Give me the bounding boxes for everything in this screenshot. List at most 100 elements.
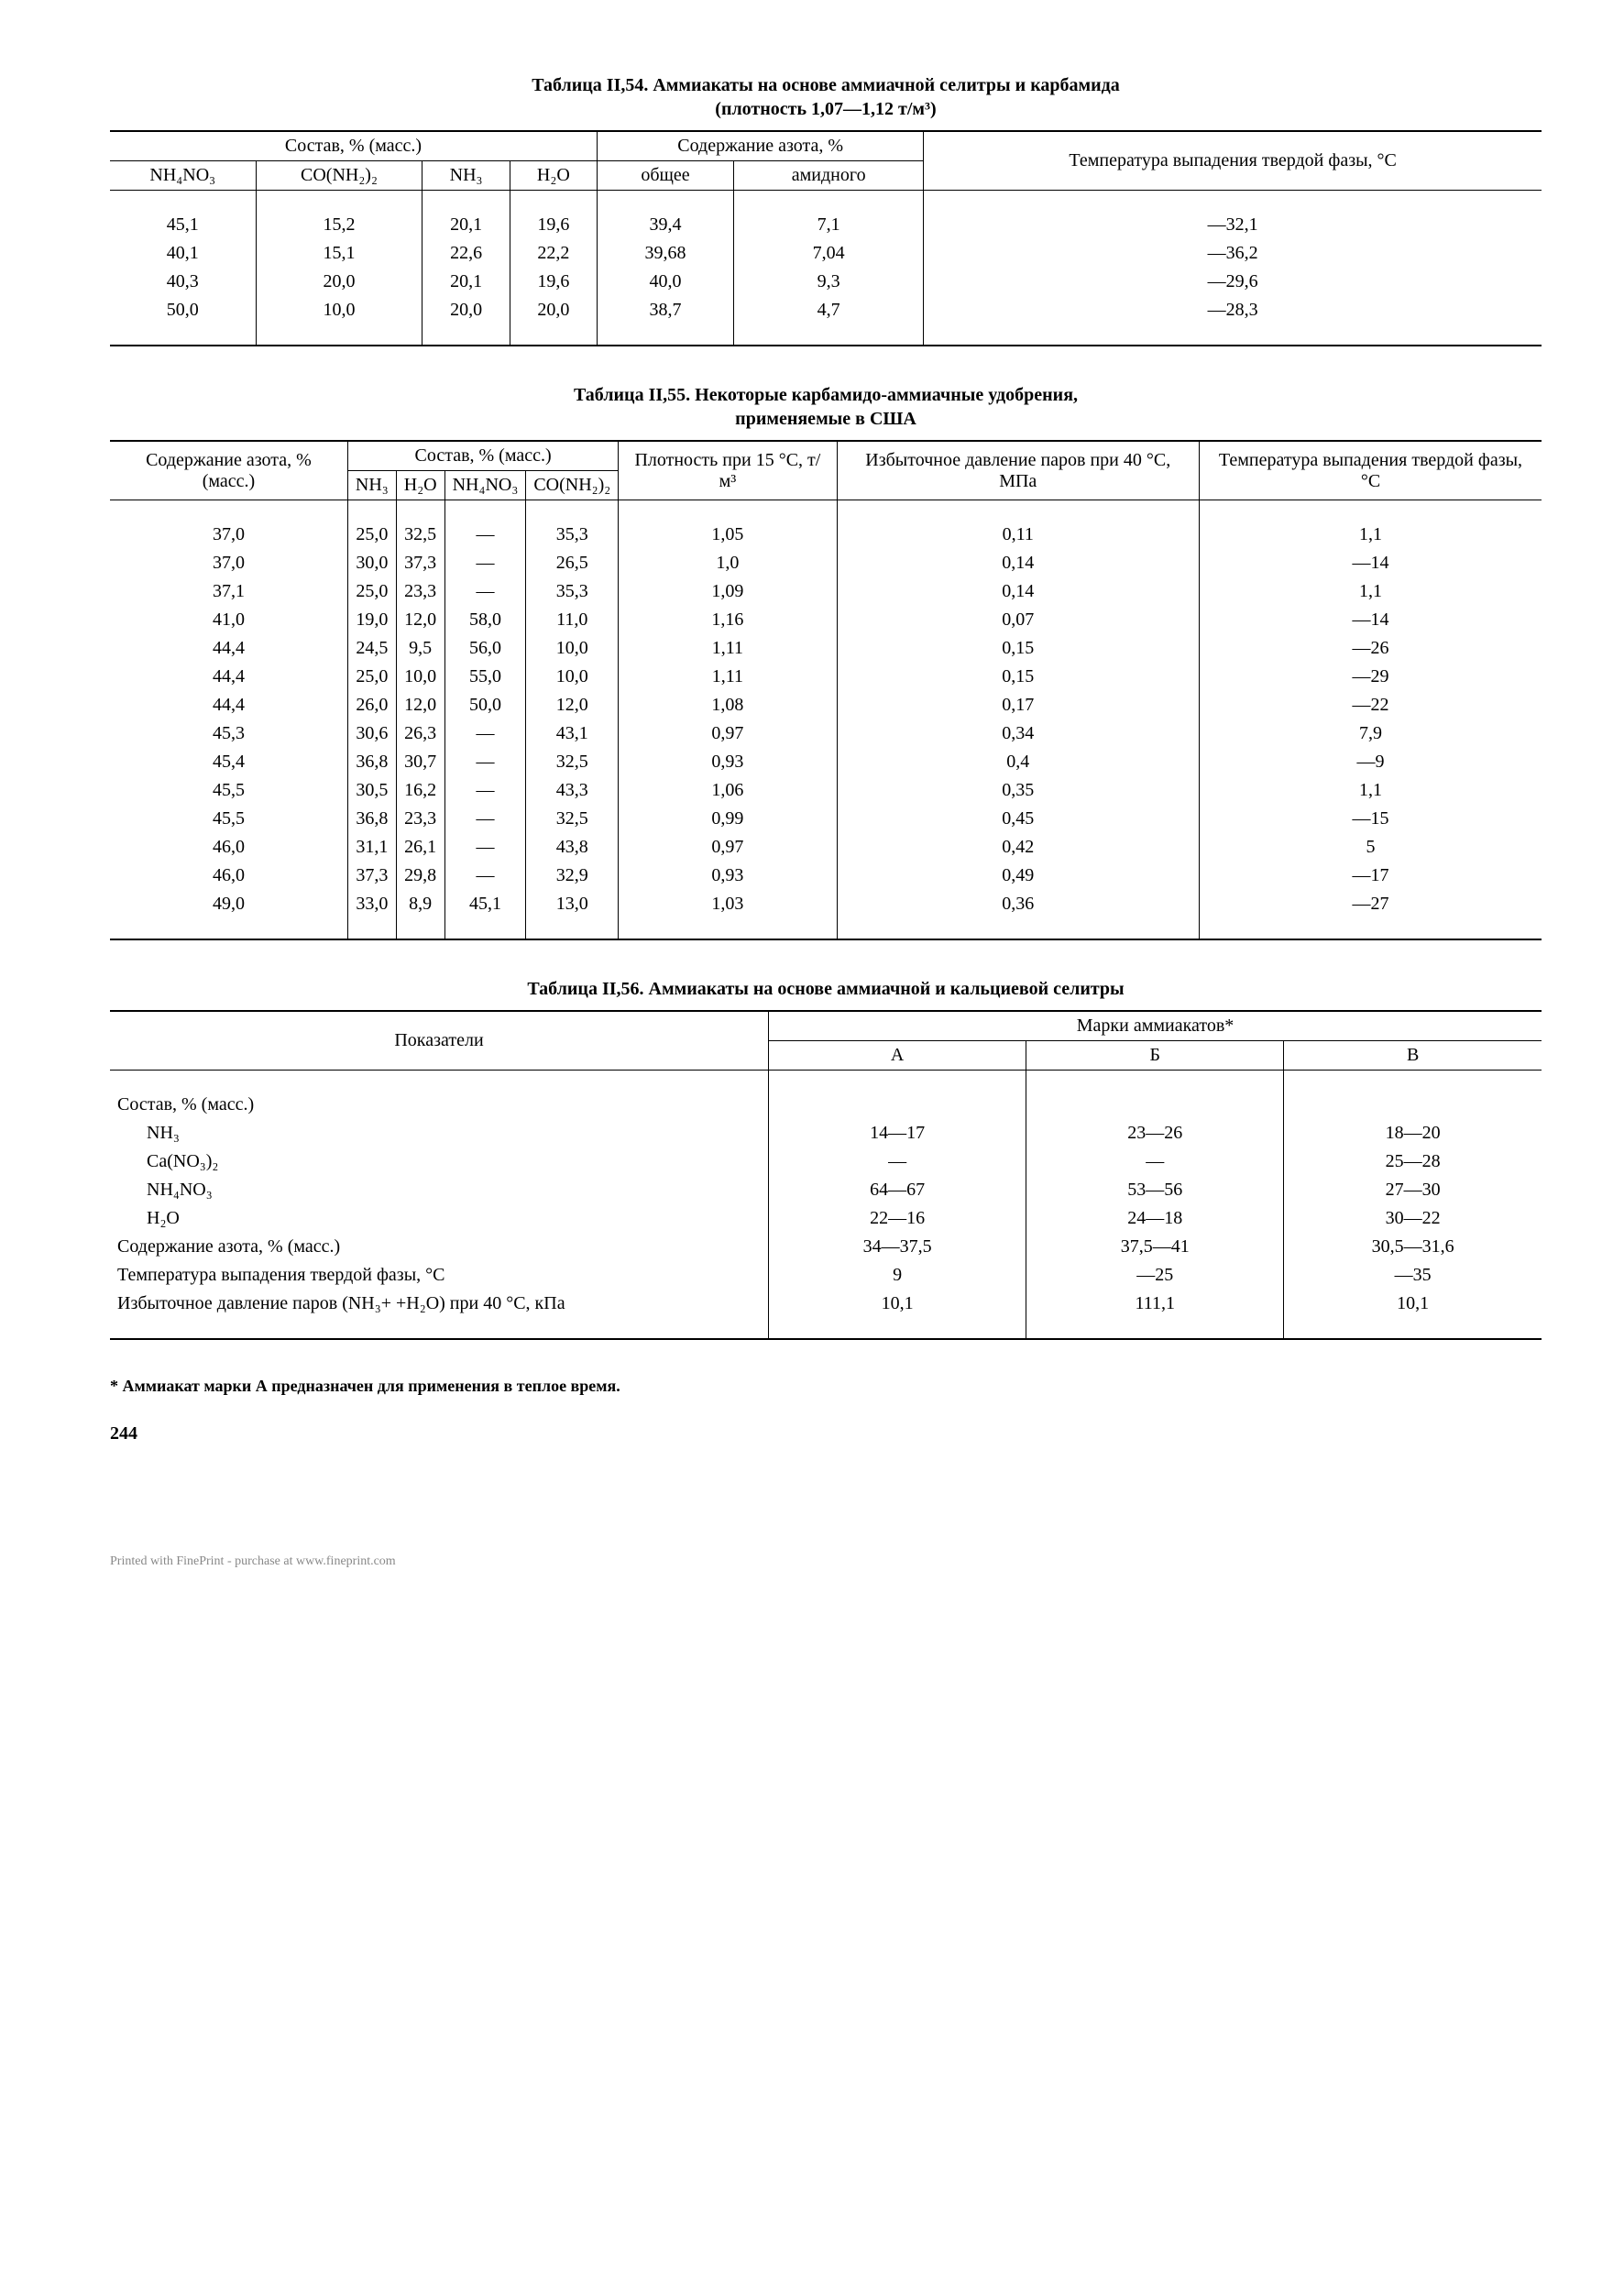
- t56-ind-nh3: NH₃: [110, 1119, 769, 1147]
- cell: 30,6: [347, 719, 396, 748]
- table-row: 49,033,08,945,113,01,030,36—27: [110, 890, 1542, 918]
- cell: 26,1: [396, 833, 444, 862]
- cell: 45,5: [110, 805, 347, 833]
- cell: 10,0: [396, 663, 444, 691]
- table-row: 44,426,012,050,012,01,080,17—22: [110, 691, 1542, 719]
- cell: 10,0: [526, 663, 619, 691]
- cell: 1,1: [1200, 776, 1542, 805]
- cell: 25,0: [347, 663, 396, 691]
- cell: 22—16: [769, 1204, 1026, 1233]
- cell: 1,11: [619, 634, 837, 663]
- cell: 15,1: [256, 239, 422, 268]
- table-row: 44,424,59,556,010,01,110,15—26: [110, 634, 1542, 663]
- table-row: 37,125,023,3—35,31,090,141,1: [110, 577, 1542, 606]
- cell: 0,17: [837, 691, 1199, 719]
- cell: 39,68: [597, 239, 733, 268]
- cell: —14: [1200, 549, 1542, 577]
- cell: 0,45: [837, 805, 1199, 833]
- cell: 20,1: [422, 211, 510, 239]
- cell: 0,35: [837, 776, 1199, 805]
- cell: 45,5: [110, 776, 347, 805]
- cell: 45,3: [110, 719, 347, 748]
- cell: 44,4: [110, 691, 347, 719]
- cell: —: [444, 521, 526, 549]
- t55-h-press: Избыточное давление паров при 40 °C, МПа: [837, 441, 1199, 500]
- cell: 1,05: [619, 521, 837, 549]
- cell: 29,8: [396, 862, 444, 890]
- cell: 1,09: [619, 577, 837, 606]
- cell: 43,8: [526, 833, 619, 862]
- table-row: Избыточное давление паров (NH₃+ +H₂O) пр…: [110, 1290, 1542, 1318]
- cell: 40,0: [597, 268, 733, 296]
- t56-ind-temp: Температура выпадения твердой фазы, °C: [110, 1261, 769, 1290]
- table-row: 44,425,010,055,010,01,110,15—29: [110, 663, 1542, 691]
- cell: 50,0: [110, 296, 256, 324]
- cell: —14: [1200, 606, 1542, 634]
- cell: 38,7: [597, 296, 733, 324]
- t55-title-l2: применяемые в США: [735, 409, 916, 429]
- cell: 37,3: [396, 549, 444, 577]
- cell: 13,0: [526, 890, 619, 918]
- cell: 0,15: [837, 634, 1199, 663]
- cell: 1,06: [619, 776, 837, 805]
- cell: 44,4: [110, 634, 347, 663]
- cell: 0,36: [837, 890, 1199, 918]
- cell: 1,1: [1200, 577, 1542, 606]
- cell: 1,03: [619, 890, 837, 918]
- cell: —28,3: [924, 296, 1542, 324]
- t54-h-c6: амидного: [734, 161, 924, 191]
- cell: 30,7: [396, 748, 444, 776]
- cell: 0,07: [837, 606, 1199, 634]
- cell: 9,5: [396, 634, 444, 663]
- cell: 20,0: [422, 296, 510, 324]
- t55-h-c1: NH₃: [347, 471, 396, 500]
- cell: —29: [1200, 663, 1542, 691]
- cell: —: [444, 776, 526, 805]
- cell: 12,0: [396, 606, 444, 634]
- cell: 45,1: [110, 211, 256, 239]
- t56-footnote: * Аммиакат марки А предназначен для прим…: [110, 1377, 1542, 1396]
- table-56-title: Таблица II,56. Аммиакаты на основе аммиа…: [110, 977, 1542, 1001]
- cell: 1,16: [619, 606, 837, 634]
- cell: 50,0: [444, 691, 526, 719]
- cell: 23,3: [396, 805, 444, 833]
- table-row: 45,536,823,3—32,50,990,45—15: [110, 805, 1542, 833]
- cell: 37,3: [347, 862, 396, 890]
- t54-h-c4: H₂O: [510, 161, 597, 191]
- cell: 19,6: [510, 211, 597, 239]
- cell: 10,0: [256, 296, 422, 324]
- t54-h-temp: Температура выпадения твердой фазы, °C: [924, 131, 1542, 191]
- table-row: 37,030,037,3—26,51,00,14—14: [110, 549, 1542, 577]
- cell: —: [444, 719, 526, 748]
- cell: 32,9: [526, 862, 619, 890]
- cell: 36,8: [347, 805, 396, 833]
- t55-h-comp: Состав, % (масс.): [347, 441, 618, 471]
- cell: 15,2: [256, 211, 422, 239]
- cell: 0,49: [837, 862, 1199, 890]
- cell: —: [444, 805, 526, 833]
- t54-h-comp: Состав, % (масс.): [110, 131, 597, 161]
- cell: 37,5—41: [1026, 1233, 1284, 1261]
- table-row: 45,436,830,7—32,50,930,4—9: [110, 748, 1542, 776]
- cell: 32,5: [396, 521, 444, 549]
- cell: —29,6: [924, 268, 1542, 296]
- t54-title-l1: Таблица II,54. Аммиакаты на основе аммиа…: [532, 75, 1120, 95]
- cell: 30,0: [347, 549, 396, 577]
- table-55: Содержание азота, % (масс.) Состав, % (м…: [110, 440, 1542, 940]
- cell: —25: [1026, 1261, 1284, 1290]
- cell: 43,1: [526, 719, 619, 748]
- cell: —36,2: [924, 239, 1542, 268]
- cell: 10,1: [769, 1290, 1026, 1318]
- cell: 30,5—31,6: [1284, 1233, 1542, 1261]
- cell: 19,0: [347, 606, 396, 634]
- cell: 20,1: [422, 268, 510, 296]
- cell: 9,3: [734, 268, 924, 296]
- cell: 4,7: [734, 296, 924, 324]
- cell: 0,14: [837, 549, 1199, 577]
- cell: 64—67: [769, 1176, 1026, 1204]
- t55-h-c3: NH₄NO₃: [444, 471, 526, 500]
- cell: 53—56: [1026, 1176, 1284, 1204]
- cell: 19,6: [510, 268, 597, 296]
- table-row: H₂O 22—16 24—18 30—22: [110, 1204, 1542, 1233]
- table-row: 45,330,626,3—43,10,970,347,9: [110, 719, 1542, 748]
